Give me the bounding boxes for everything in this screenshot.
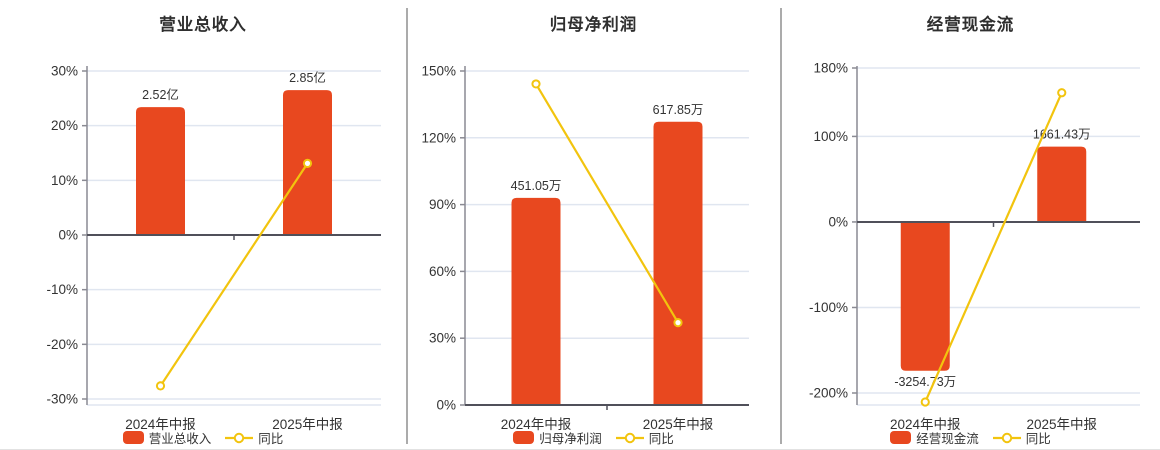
x-axis-label: 2024年中报: [125, 417, 196, 432]
y-tick-label: 30%: [51, 64, 78, 79]
bar-swatch-icon: [513, 431, 535, 444]
legend-label: 营业总收入: [148, 432, 212, 446]
yoy-marker[interactable]: [1057, 88, 1067, 98]
legend-item-line[interactable]: 同比: [225, 428, 283, 447]
y-tick-label: 150%: [421, 64, 456, 79]
y-tick-label: 10%: [51, 173, 78, 188]
yoy-marker[interactable]: [302, 158, 313, 168]
y-tick-label: 20%: [51, 118, 78, 133]
y-tick-label: 0%: [436, 398, 456, 413]
y-tick-label: -100%: [809, 300, 848, 315]
panel-net-profit: 归母净利润 150% 120% 90% 60% 30% 0% 451.05万 617.85万 …: [406, 0, 781, 449]
yoy-line[interactable]: [924, 92, 1063, 403]
bar-2024年中报[interactable]: [900, 221, 950, 371]
legend: 归母净利润 同比: [406, 428, 781, 447]
bar-swatch-icon: [122, 431, 144, 444]
bar-2025年中报[interactable]: [1037, 146, 1087, 222]
legend-label: 同比: [648, 432, 674, 446]
y-tick-label: 0%: [58, 228, 78, 243]
yoy-marker[interactable]: [920, 397, 930, 407]
x-axis-label: 2024年中报: [500, 417, 572, 432]
legend-label: 经营现金流: [916, 432, 979, 446]
y-tick-label: -200%: [809, 386, 848, 401]
y-tick-label: -10%: [46, 282, 78, 297]
panel-cash-flow: 经营现金流 180% 100% 0% -100% -200% -3254.73万 1661.…: [781, 0, 1160, 449]
line-marker-icon: [225, 432, 254, 443]
legend-item-bar[interactable]: 营业总收入: [122, 428, 212, 447]
legend-marker: [234, 432, 245, 443]
y-tick-label: 120%: [421, 130, 456, 145]
legend: 营业总收入 同比: [0, 428, 406, 447]
yoy-line[interactable]: [159, 162, 309, 387]
bar-value-label: 2.52亿: [142, 87, 179, 102]
x-axis-label: 2025年中报: [272, 417, 343, 432]
chart-title-cash-flow: 经营现金流: [926, 16, 1015, 34]
x-axis-label: 2025年中报: [642, 417, 714, 432]
bar-2024年中报[interactable]: [511, 197, 561, 405]
y-tick-label: -30%: [46, 392, 78, 407]
yoy-line[interactable]: [535, 83, 679, 324]
bar-swatch-icon: [890, 431, 912, 444]
net-profit-plot: 150% 120% 90% 60% 30% 0% 451.05万 617.85万: [421, 64, 749, 413]
bar-value-label: 1661.43万: [1033, 128, 1091, 142]
yoy-marker[interactable]: [155, 381, 166, 391]
bar-value-label: 617.85万: [653, 103, 704, 117]
chart-title-revenue: 营业总收入: [159, 16, 247, 34]
bar-value-label: 2.85亿: [289, 70, 326, 85]
y-tick-label: 60%: [429, 264, 456, 279]
panel-divider: [780, 8, 782, 444]
y-tick-label: 90%: [429, 197, 456, 212]
y-tick-label: -20%: [46, 337, 78, 352]
legend-marker: [1001, 432, 1012, 443]
yoy-marker[interactable]: [673, 318, 683, 328]
chart-title-net-profit: 归母净利润: [549, 16, 638, 34]
legend-item-line[interactable]: 同比: [615, 428, 674, 447]
bar-value-label: -3254.73万: [894, 375, 956, 389]
y-tick-label: 30%: [429, 331, 456, 346]
cash-flow-plot: 180% 100% 0% -100% -200% -3254.73万 1661.43万: [809, 61, 1140, 407]
line-marker-icon: [992, 432, 1021, 443]
legend-item-line[interactable]: 同比: [992, 428, 1051, 447]
yoy-marker[interactable]: [531, 79, 541, 89]
line-marker-icon: [615, 432, 644, 443]
y-tick-label: 180%: [813, 61, 848, 76]
legend-marker: [624, 432, 635, 443]
bar-value-label: 451.05万: [511, 179, 562, 193]
bar-2024年中报[interactable]: [136, 107, 185, 235]
revenue-plot: 30% 20% 10% 0% -10% -20% -30% 2.52亿 2.85亿: [46, 64, 381, 407]
legend-label: 同比: [258, 432, 284, 446]
legend: 经营现金流 同比: [781, 428, 1160, 447]
panel-divider: [406, 8, 408, 444]
legend-label: 归母净利润: [539, 432, 602, 446]
x-axis-label: 2024年中报: [889, 417, 961, 432]
x-axis-label: 2025年中报: [1026, 417, 1098, 432]
panel-revenue: 营业总收入 30% 20% 10% 0% -10% -20% -30% 2.52亿 2.85亿 …: [0, 0, 406, 449]
legend-item-bar[interactable]: 经营现金流: [890, 428, 979, 447]
y-tick-label: 0%: [828, 214, 848, 229]
y-tick-label: 100%: [813, 129, 848, 144]
legend-item-bar[interactable]: 归母净利润: [513, 428, 602, 447]
legend-label: 同比: [1025, 432, 1051, 446]
bar-2025年中报[interactable]: [653, 121, 703, 405]
